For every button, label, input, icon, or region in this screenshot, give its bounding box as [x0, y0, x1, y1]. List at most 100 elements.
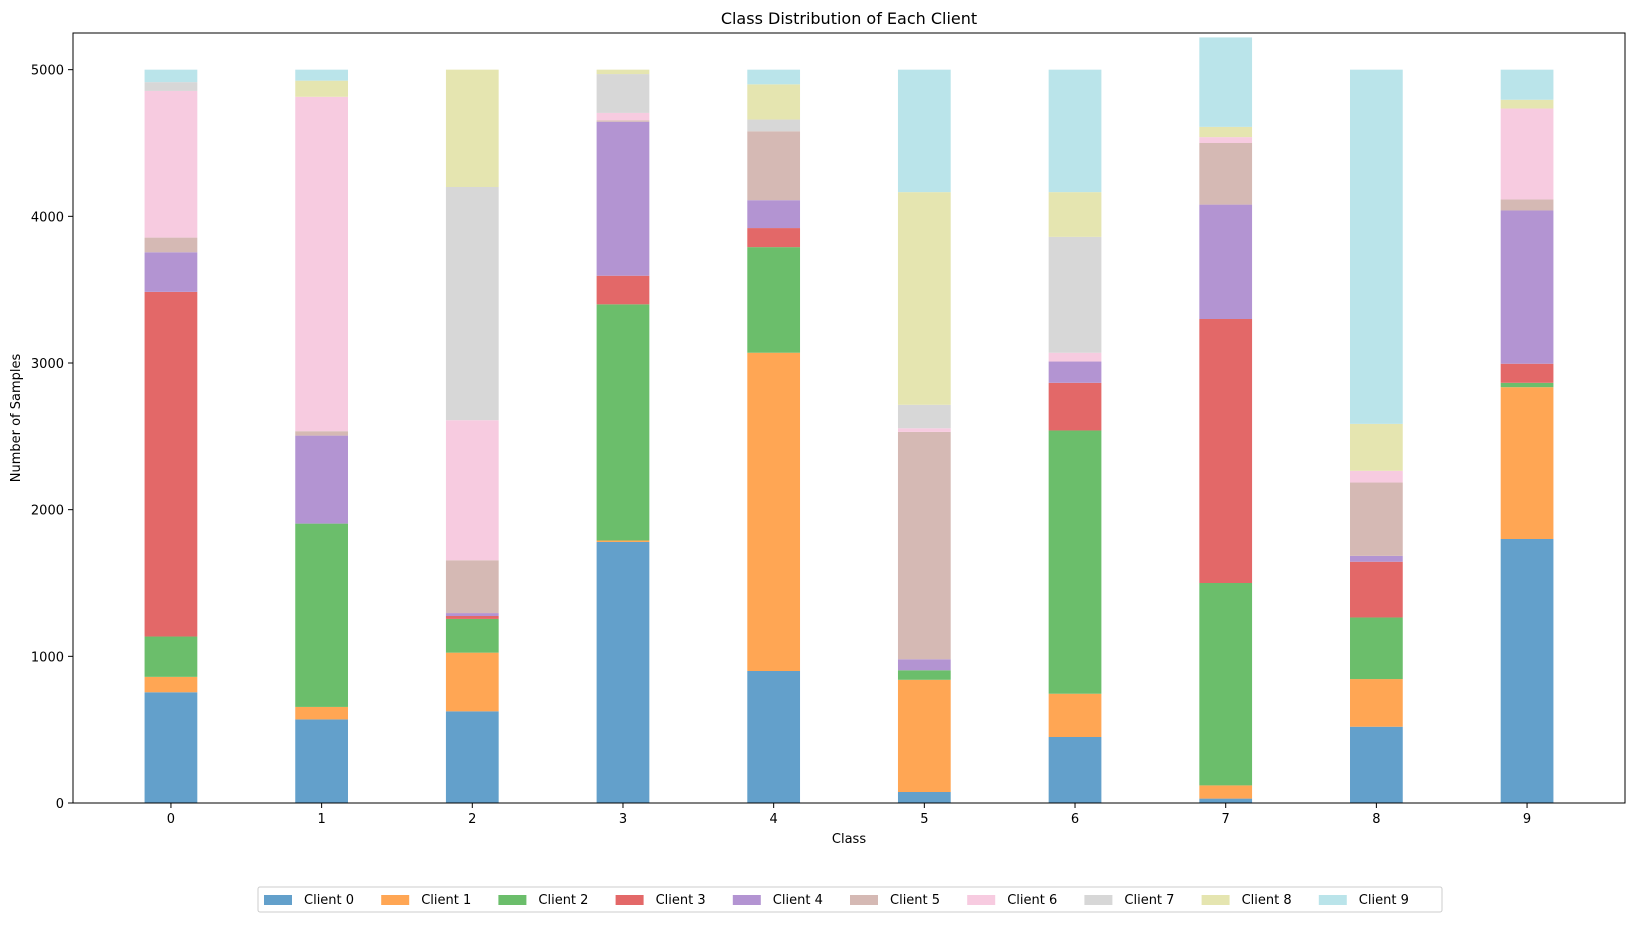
legend-swatch-client-2 — [498, 895, 527, 905]
bar-segment-client-6-class-5 — [897, 428, 951, 432]
bar-segment-client-2-class-4 — [747, 247, 801, 353]
bar-segment-client-4-class-1 — [295, 435, 348, 524]
bar-segment-client-5-class-3 — [596, 120, 650, 122]
bar-segment-client-4-class-2 — [445, 613, 499, 616]
y-axis: 0 1000 2000 3000 4000 5000 — [31, 64, 73, 812]
bar-segment-client-7-class-0 — [144, 82, 198, 91]
bar-segment-client-9-class-6 — [1048, 69, 1102, 193]
bar-segment-client-9-class-5 — [897, 69, 951, 193]
bar-segment-client-1-class-6 — [1048, 693, 1102, 737]
x-tick-label: 0 — [167, 812, 175, 827]
y-axis-label: Number of Samples — [9, 354, 24, 483]
bar-segment-client-5-class-1 — [295, 431, 348, 436]
bar-segment-client-8-class-1 — [295, 80, 348, 97]
bar-segment-client-3-class-8 — [1350, 561, 1403, 618]
x-axis: 0 1 2 3 4 5 6 7 8 9 — [167, 803, 1531, 827]
chart-title: Class Distribution of Each Client — [721, 9, 977, 28]
bar-segment-client-7-class-5 — [897, 404, 951, 429]
bar-segment-client-5-class-7 — [1199, 143, 1253, 205]
bar-segment-client-8-class-3 — [596, 69, 650, 75]
bar-segment-client-3-class-7 — [1199, 319, 1253, 583]
bar-segment-client-3-class-3 — [596, 275, 650, 305]
legend-label-client-5: Client 5 — [890, 893, 940, 908]
bar-segment-client-3-class-4 — [747, 228, 801, 248]
bar-segment-client-7-class-4 — [747, 119, 801, 132]
x-tick-label: 3 — [619, 812, 627, 827]
x-tick-label: 6 — [1071, 812, 1079, 827]
bar-segment-client-6-class-3 — [596, 112, 650, 121]
bar-segment-client-9-class-7 — [1199, 37, 1253, 127]
bar-segment-client-9-class-9 — [1500, 69, 1554, 100]
bar-segment-client-9-class-1 — [295, 69, 348, 81]
x-tick-label: 1 — [317, 812, 325, 827]
bar-segment-client-4-class-6 — [1048, 361, 1102, 383]
legend-swatch-client-0 — [264, 895, 292, 905]
bar-segment-client-1-class-8 — [1350, 679, 1403, 727]
bar-segment-client-0-class-6 — [1048, 737, 1102, 803]
bar-segment-client-0-class-7 — [1199, 798, 1253, 803]
x-axis-label: Class — [832, 832, 866, 847]
bar-segment-client-7-class-3 — [596, 74, 650, 113]
legend-swatch-client-4 — [732, 895, 761, 905]
y-tick-label: 3000 — [31, 357, 64, 372]
legend-label-client-3: Client 3 — [656, 893, 706, 908]
bar-segment-client-9-class-0 — [144, 69, 198, 83]
bar-segment-client-6-class-9 — [1500, 108, 1554, 200]
bar-segment-client-1-class-5 — [897, 679, 951, 792]
bar-segment-client-8-class-6 — [1048, 192, 1102, 237]
bar-segment-client-2-class-8 — [1350, 617, 1403, 680]
legend-label-client-0: Client 0 — [304, 893, 354, 908]
y-tick-label: 0 — [56, 797, 64, 812]
bar-segment-client-6-class-8 — [1350, 470, 1403, 483]
legend-swatch-client-6 — [967, 895, 996, 905]
bar-segment-client-1-class-9 — [1500, 387, 1554, 539]
bar-segment-client-2-class-7 — [1199, 583, 1253, 786]
y-tick-label: 2000 — [31, 504, 64, 519]
bar-segment-client-8-class-4 — [747, 84, 801, 120]
bar-segment-client-6-class-6 — [1048, 352, 1102, 362]
x-tick-label: 2 — [468, 812, 476, 827]
legend-swatch-client-3 — [615, 895, 644, 905]
bar-segment-client-6-class-0 — [144, 90, 198, 238]
bar-segment-client-9-class-8 — [1350, 69, 1403, 424]
x-tick-label: 8 — [1372, 812, 1380, 827]
bar-segment-client-5-class-4 — [747, 131, 801, 201]
x-tick-label: 9 — [1523, 812, 1531, 827]
bar-segment-client-4-class-4 — [747, 200, 801, 229]
legend-label-client-7: Client 7 — [1124, 893, 1174, 908]
legend: Client 0 Client 1 Client 2 Client 3 Client 4… — [257, 886, 1443, 913]
bar-segment-client-2-class-6 — [1048, 430, 1102, 694]
bar-segment-client-4-class-5 — [897, 659, 951, 671]
bar-segment-client-2-class-2 — [445, 618, 499, 653]
bar-segment-client-0-class-5 — [897, 792, 951, 803]
bar-segment-client-4-class-0 — [144, 252, 198, 292]
bar-segment-client-2-class-0 — [144, 636, 198, 677]
x-tick-label: 7 — [1222, 812, 1230, 827]
bar-segment-client-4-class-8 — [1350, 555, 1403, 562]
legend-label-client-6: Client 6 — [1007, 893, 1057, 908]
legend-label-client-4: Client 4 — [773, 893, 823, 908]
bar-segment-client-6-class-7 — [1199, 137, 1253, 143]
bar-segment-client-0-class-8 — [1350, 726, 1403, 803]
bar-segment-client-2-class-9 — [1500, 382, 1554, 388]
x-tick-label: 4 — [770, 812, 778, 827]
bar-segment-client-0-class-3 — [596, 541, 650, 803]
bar-segment-client-1-class-2 — [445, 652, 499, 712]
bar-segment-client-1-class-7 — [1199, 785, 1253, 799]
plot-frame — [72, 32, 1626, 804]
bar-segment-client-0-class-9 — [1500, 539, 1554, 803]
bar-segment-client-3-class-0 — [144, 291, 198, 637]
bar-segment-client-8-class-2 — [445, 69, 499, 187]
legend-label-client-2: Client 2 — [538, 893, 588, 908]
legend-swatch-client-1 — [381, 895, 410, 905]
bar-segment-client-3-class-9 — [1500, 363, 1554, 383]
bar-segment-client-1-class-4 — [747, 352, 801, 671]
legend-swatch-client-9 — [1318, 895, 1347, 905]
y-tick-label: 1000 — [31, 650, 64, 665]
bar-segment-client-8-class-7 — [1199, 126, 1253, 138]
bar-segment-client-1-class-1 — [295, 706, 348, 720]
bar-segment-client-3-class-6 — [1048, 382, 1102, 431]
bar-segment-client-5-class-0 — [144, 237, 198, 253]
bar-segment-client-0-class-2 — [445, 711, 499, 803]
legend-swatch-client-5 — [850, 895, 878, 905]
